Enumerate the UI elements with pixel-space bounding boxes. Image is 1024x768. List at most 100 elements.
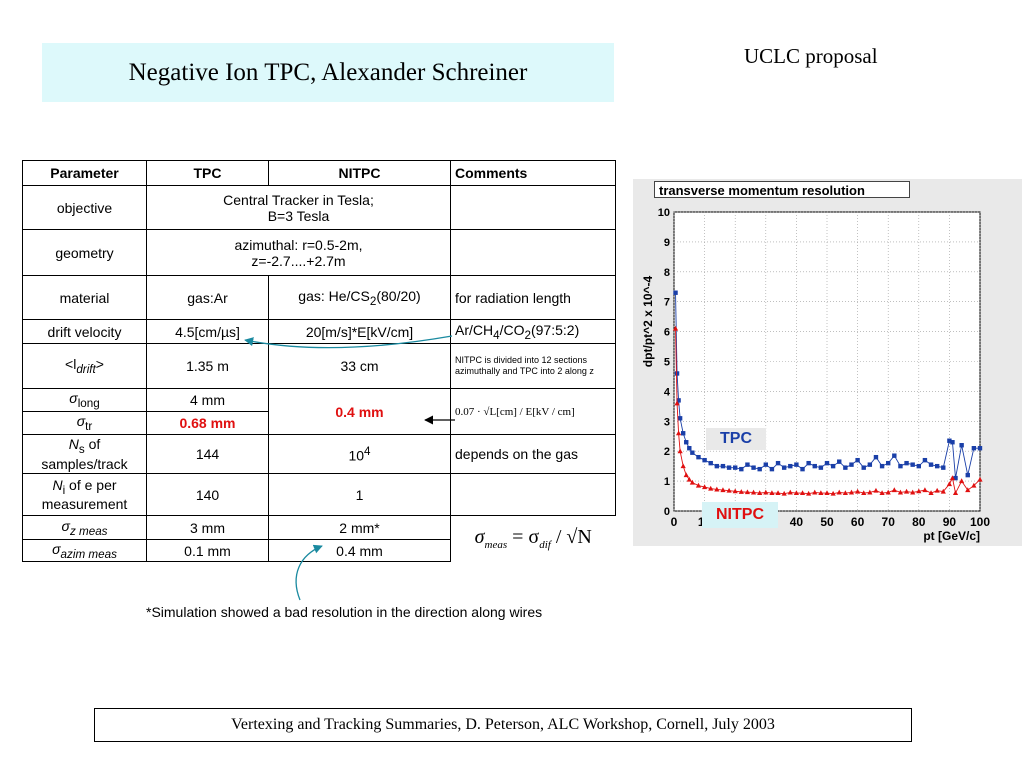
data-point-nitpc [879, 490, 885, 496]
row-comment: for radiation length [450, 275, 616, 320]
slide-title: Negative Ion TPC, Alexander Schreiner [128, 58, 528, 86]
data-point-tpc [676, 398, 681, 403]
data-point-nitpc [750, 489, 757, 495]
row-tpc: 3 mm [146, 515, 269, 540]
data-point-tpc [855, 457, 860, 463]
data-point-tpc [673, 290, 678, 295]
data-point-nitpc [855, 488, 861, 494]
data-point-tpc [696, 454, 701, 460]
row-comment: depends on the gas [450, 434, 616, 474]
row-comment [450, 229, 616, 276]
data-point-tpc [922, 457, 928, 463]
y-axis-label: dpt/pt^2 x 10^-4 [641, 275, 655, 367]
y-tick-label: 4 [664, 386, 671, 398]
row-tpc: 1.35 m [146, 343, 269, 389]
data-point-nitpc [891, 487, 897, 493]
data-point-nitpc [787, 489, 793, 495]
x-axis-label: pt [GeV/c] [923, 529, 980, 543]
data-point-tpc [733, 465, 738, 470]
legend-nitpc: NITPC [702, 502, 778, 528]
data-point-nitpc [946, 481, 952, 487]
data-point-nitpc [806, 490, 812, 496]
row-label: drift velocity [22, 319, 147, 344]
sigma-merged-nitpc: 0.4 mm [268, 388, 451, 435]
data-point-tpc [910, 462, 915, 467]
row-label: material [22, 275, 147, 320]
data-point-nitpc [781, 490, 787, 496]
data-point-tpc [898, 463, 903, 469]
data-point-nitpc [763, 489, 769, 495]
data-point-tpc [720, 463, 726, 469]
data-point-tpc [702, 457, 707, 463]
data-point-tpc [763, 462, 768, 467]
y-tick-label: 7 [664, 297, 670, 309]
table-row: σtr 0.68 mm [22, 411, 616, 435]
data-point-tpc [687, 446, 692, 451]
data-point-nitpc [799, 490, 806, 496]
data-point-nitpc [977, 476, 983, 482]
row-comment: Ar/CH4/CO2(97:5:2) [450, 319, 616, 344]
data-point-tpc [965, 472, 970, 478]
data-point-tpc [892, 453, 897, 458]
data-point-tpc [794, 462, 799, 467]
data-point-nitpc [702, 484, 708, 490]
data-point-nitpc [674, 400, 680, 406]
row-comment [450, 473, 616, 516]
data-point-nitpc [848, 489, 855, 495]
data-point-nitpc [842, 490, 848, 496]
x-tick-label: 80 [912, 515, 926, 529]
sigma-formula: 0.07 · √L[cm] / E[kV / cm] [450, 388, 616, 435]
row-nitpc: gas: He/CS2(80/20) [268, 275, 451, 320]
legend-tpc: TPC [706, 428, 766, 450]
row-tpc: 140 [146, 473, 269, 516]
data-point-nitpc [775, 490, 781, 496]
data-point-tpc [934, 463, 940, 469]
data-point-nitpc [732, 488, 738, 494]
data-point-tpc [971, 446, 977, 451]
data-point-tpc [818, 465, 824, 470]
row-label: objective [22, 185, 147, 230]
table-row: geometry azimuthal: r=0.5-2m, z=-2.7....+… [22, 229, 616, 276]
y-tick-label: 9 [664, 237, 670, 249]
data-point-tpc [849, 462, 854, 467]
data-point-tpc [769, 466, 775, 472]
table-row: <ldrift> 1.35 m 33 cm NITPC is divided i… [22, 343, 616, 389]
row-label: σz meas [22, 515, 147, 540]
x-tick-label: 100 [970, 515, 990, 529]
data-point-tpc [886, 460, 891, 466]
data-point-nitpc [812, 489, 818, 495]
data-point-nitpc [949, 475, 956, 481]
data-point-tpc [941, 465, 946, 470]
data-point-tpc [800, 466, 805, 472]
data-point-nitpc [861, 490, 867, 496]
data-point-nitpc [916, 488, 922, 494]
data-point-nitpc [680, 463, 686, 469]
data-point-nitpc [934, 487, 940, 493]
data-point-tpc [812, 463, 817, 469]
data-point-nitpc [824, 490, 830, 496]
data-point-nitpc [757, 490, 763, 496]
y-tick-label: 2 [664, 446, 670, 458]
parameter-table: Parameter TPC NITPC Comments objective C… [22, 160, 616, 562]
data-point-tpc [726, 465, 732, 470]
data-point-nitpc [714, 486, 720, 492]
data-point-tpc [745, 462, 750, 467]
table-row: σlong 4 mm 0.4 mm 0.07 · √L[cm] / E[kV /… [22, 388, 616, 435]
data-point-nitpc [677, 448, 683, 454]
corner-label: UCLC proposal [744, 44, 878, 68]
row-label: Ns of samples/track [22, 434, 147, 474]
data-point-nitpc [836, 489, 842, 495]
row-value: Central Tracker in Tesla; B=3 Tesla [146, 185, 451, 230]
data-point-tpc [928, 462, 934, 467]
table-row: drift velocity 4.5[cm/µs] 20[m/s]*E[kV/c… [22, 319, 616, 344]
data-point-nitpc [897, 489, 904, 495]
data-point-tpc [843, 465, 848, 470]
data-point-tpc [739, 466, 744, 472]
data-point-nitpc [867, 489, 873, 495]
data-point-nitpc [940, 488, 946, 494]
data-point-nitpc [720, 487, 726, 493]
data-point-nitpc [959, 478, 965, 484]
x-tick-label: 40 [790, 515, 804, 529]
row-nitpc: 33 cm [268, 343, 451, 389]
